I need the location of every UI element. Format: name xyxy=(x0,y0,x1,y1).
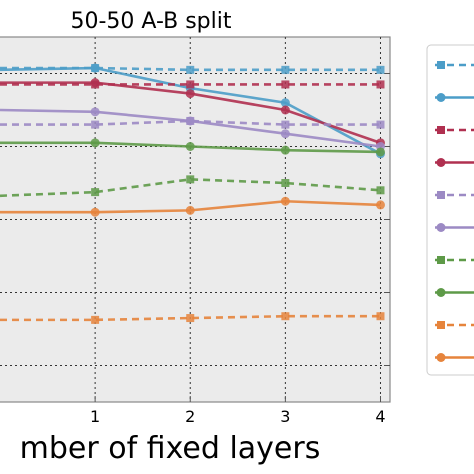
x-tick-label: 2 xyxy=(185,407,195,426)
legend-entry xyxy=(435,126,474,134)
data-point xyxy=(376,120,385,129)
data-point xyxy=(90,107,100,117)
data-point xyxy=(90,63,100,73)
legend-entry xyxy=(435,353,474,362)
data-point xyxy=(280,105,290,115)
data-point xyxy=(186,80,195,89)
legend-entry xyxy=(435,288,474,297)
series-9 xyxy=(0,196,385,217)
legend-marker xyxy=(436,353,446,362)
data-point xyxy=(186,65,195,74)
data-point xyxy=(375,200,385,210)
legend-marker xyxy=(436,288,446,297)
data-point xyxy=(376,80,385,89)
legend-marker xyxy=(437,256,445,264)
data-point xyxy=(185,116,195,126)
x-tick-label: 3 xyxy=(280,407,290,426)
legend-entry xyxy=(435,321,474,329)
legend-marker xyxy=(436,93,446,102)
data-point xyxy=(91,120,100,129)
data-point xyxy=(91,315,100,324)
series-8 xyxy=(0,312,385,324)
legend-entry xyxy=(435,223,474,232)
series-layer xyxy=(0,63,385,324)
series-line xyxy=(0,119,381,126)
legend-entry xyxy=(435,158,474,167)
data-point xyxy=(281,312,290,321)
data-point xyxy=(281,120,290,129)
data-point xyxy=(281,65,290,74)
data-point xyxy=(90,78,100,88)
data-point xyxy=(376,312,385,321)
legend-marker xyxy=(436,223,446,232)
data-point xyxy=(280,145,290,155)
legend-marker xyxy=(437,61,445,69)
data-point xyxy=(185,205,195,215)
series-line xyxy=(0,178,381,198)
legend-entry xyxy=(435,256,474,264)
data-point xyxy=(281,179,290,187)
legend-entry xyxy=(435,61,474,69)
data-point xyxy=(185,89,195,99)
data-point xyxy=(375,147,385,157)
x-axis-ticks: 1 2 3 4 xyxy=(90,396,386,426)
series-6 xyxy=(0,175,385,198)
data-point xyxy=(186,175,195,184)
data-point xyxy=(90,138,100,148)
legend-entry xyxy=(435,191,474,199)
data-point xyxy=(91,188,100,197)
x-axis-label: mber of fixed layers xyxy=(20,431,321,466)
data-point xyxy=(280,129,290,139)
data-point xyxy=(376,186,385,195)
data-point xyxy=(90,207,100,217)
series-line xyxy=(0,314,381,322)
data-point xyxy=(185,142,195,151)
legend xyxy=(426,44,474,376)
legend-entry xyxy=(435,93,474,102)
data-point xyxy=(280,98,290,108)
data-point xyxy=(376,65,385,74)
legend-marker xyxy=(437,321,445,329)
legend-marker xyxy=(437,126,445,134)
x-tick-label: 1 xyxy=(90,407,100,426)
series-3 xyxy=(0,78,385,148)
chart-title: 50-50 A-B split xyxy=(70,9,231,34)
legend-marker xyxy=(437,191,445,199)
series-5 xyxy=(0,107,385,151)
data-point xyxy=(281,80,290,89)
data-point xyxy=(186,314,195,323)
data-point xyxy=(280,196,290,206)
x-tick-label: 4 xyxy=(375,407,385,426)
series-7 xyxy=(0,138,385,157)
legend-marker xyxy=(436,158,446,167)
